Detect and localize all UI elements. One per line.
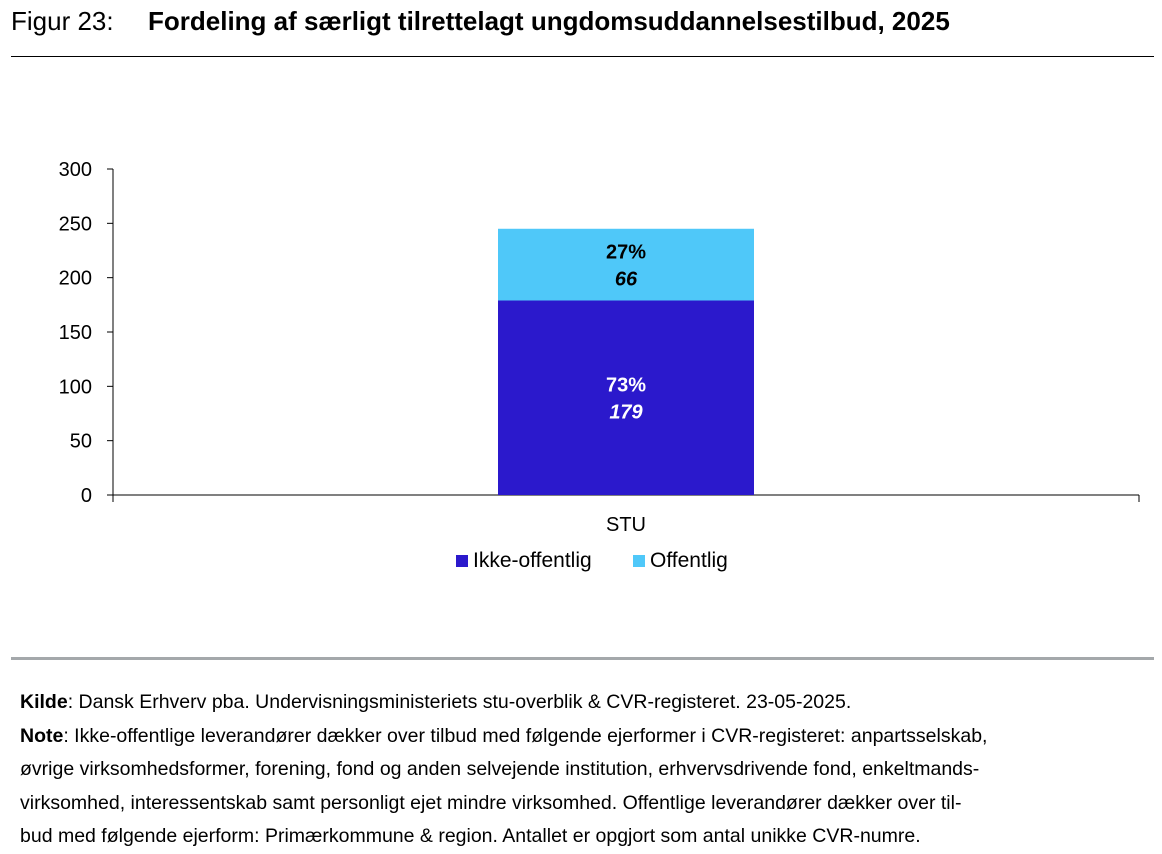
header-divider [11, 56, 1154, 57]
note-continuation: virksomhed, interessentskab samt personl… [20, 791, 962, 814]
data-label-value: 66 [615, 269, 638, 291]
x-category-label: STU [606, 514, 646, 536]
note-continuation: bud med følgende ejerform: Primærkommune… [20, 825, 921, 847]
source-text: : Dansk Erhverv pba. Undervisningsminist… [67, 691, 852, 713]
y-tick-label: 50 [70, 431, 92, 453]
figure-title: Fordeling af særligt tilrettelagt ungdom… [148, 6, 950, 36]
y-tick-label: 250 [59, 213, 92, 235]
source-line: Kilde: Dansk Erhverv pba. Undervisningsm… [20, 686, 1155, 720]
note-line: Note: Ikke-offentlige leverandører dække… [20, 720, 1155, 754]
bar-segment-offentlig [498, 228, 754, 301]
y-tick-label: 0 [81, 485, 92, 507]
data-label-percent: 73% [606, 375, 646, 397]
y-tick-label: 150 [59, 322, 92, 344]
y-tick-label: 300 [59, 159, 92, 181]
note-continuation: øvrige virksomhedsformer, forening, fond… [20, 758, 980, 780]
y-tick-label: 200 [59, 268, 92, 290]
stacked-bar-chart: 0 50 100 150 200 250 300 73% 179 27% 66 STU [59, 159, 1140, 536]
figure-footer: Kilde: Dansk Erhverv pba. Undervisningsm… [20, 686, 1155, 854]
bar-segment-ikke-offentlig [498, 300, 754, 495]
footer-divider [11, 657, 1154, 660]
source-label: Kilde [20, 691, 68, 713]
data-label-percent: 27% [606, 242, 646, 264]
note-label: Note [20, 724, 64, 747]
legend-item: Offentlig [633, 548, 728, 574]
legend-label: Ikke-offentlig [473, 549, 592, 572]
figure-header: Figur 23: Fordeling af særligt tilrettel… [11, 6, 1154, 40]
legend-swatch [633, 555, 645, 567]
legend-label: Offentlig [650, 549, 728, 572]
chart-legend: Ikke-offentlig Offentlig [0, 548, 1162, 574]
y-tick-label: 100 [59, 376, 92, 398]
legend-swatch [456, 555, 468, 567]
figure-label: Figur 23: [11, 6, 114, 36]
note-text: : Ikke-offentlige leverandører dækker ov… [63, 724, 988, 747]
legend-item: Ikke-offentlig [456, 548, 592, 574]
data-label-value: 179 [609, 402, 643, 424]
